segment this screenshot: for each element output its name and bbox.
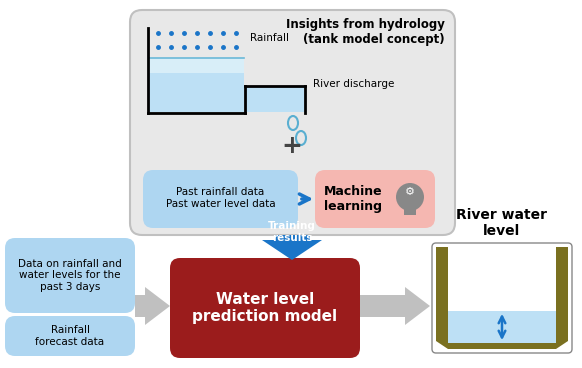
Bar bbox=[448, 311, 556, 343]
Polygon shape bbox=[145, 287, 170, 325]
Text: Machine
learning: Machine learning bbox=[324, 185, 382, 213]
Bar bbox=[149, 58, 244, 73]
FancyBboxPatch shape bbox=[170, 258, 360, 358]
FancyBboxPatch shape bbox=[5, 238, 135, 313]
Text: River discharge: River discharge bbox=[313, 79, 395, 89]
Text: Insights from hydrology
(tank model concept): Insights from hydrology (tank model conc… bbox=[286, 18, 445, 46]
Polygon shape bbox=[556, 247, 568, 349]
FancyBboxPatch shape bbox=[315, 170, 435, 228]
Text: ⚙: ⚙ bbox=[405, 187, 415, 197]
Text: Training
results: Training results bbox=[268, 221, 316, 243]
Bar bbox=[404, 209, 416, 215]
Polygon shape bbox=[405, 287, 430, 325]
Bar bbox=[274, 235, 310, 240]
Polygon shape bbox=[448, 343, 556, 349]
FancyBboxPatch shape bbox=[432, 243, 572, 353]
Bar bbox=[360, 295, 405, 317]
Polygon shape bbox=[262, 240, 322, 260]
Bar bbox=[246, 86, 304, 112]
Text: Data on rainfall and
water levels for the
past 3 days: Data on rainfall and water levels for th… bbox=[18, 259, 122, 292]
Text: Past rainfall data
Past water level data: Past rainfall data Past water level data bbox=[166, 187, 275, 209]
Polygon shape bbox=[436, 247, 448, 349]
Text: Water level
prediction model: Water level prediction model bbox=[193, 292, 338, 324]
Text: Rainfall: Rainfall bbox=[250, 33, 289, 43]
Bar bbox=[135, 295, 145, 317]
Bar bbox=[149, 72, 244, 112]
FancyBboxPatch shape bbox=[130, 10, 455, 235]
Circle shape bbox=[396, 183, 424, 211]
FancyBboxPatch shape bbox=[143, 170, 298, 228]
Text: Rainfall
forecast data: Rainfall forecast data bbox=[36, 325, 105, 347]
Text: +: + bbox=[282, 134, 303, 158]
FancyBboxPatch shape bbox=[5, 316, 135, 356]
Text: River water
level: River water level bbox=[456, 208, 548, 238]
